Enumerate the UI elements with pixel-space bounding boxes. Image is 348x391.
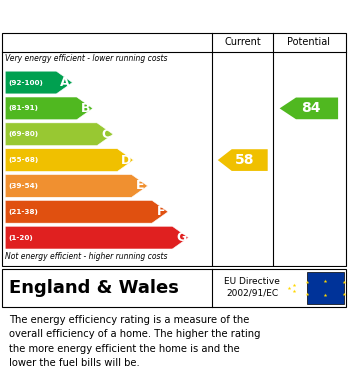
Text: Potential: Potential: [287, 37, 330, 47]
Text: Very energy efficient - lower running costs: Very energy efficient - lower running co…: [5, 54, 168, 63]
Text: (81-91): (81-91): [8, 106, 38, 111]
Text: (69-80): (69-80): [8, 131, 38, 137]
Polygon shape: [5, 201, 168, 223]
Text: G: G: [176, 231, 186, 244]
Polygon shape: [218, 149, 268, 171]
Text: (39-54): (39-54): [8, 183, 38, 189]
Polygon shape: [5, 174, 148, 197]
Polygon shape: [279, 97, 338, 119]
Bar: [307, 272, 343, 304]
Text: The energy efficiency rating is a measure of the
overall efficiency of a home. T: The energy efficiency rating is a measur…: [9, 315, 260, 368]
Text: EU Directive
2002/91/EC: EU Directive 2002/91/EC: [224, 277, 280, 298]
Text: England & Wales: England & Wales: [9, 279, 179, 297]
Polygon shape: [5, 226, 189, 249]
Text: Current: Current: [224, 37, 261, 47]
Polygon shape: [5, 149, 134, 171]
Text: B: B: [81, 102, 90, 115]
Text: Not energy efficient - higher running costs: Not energy efficient - higher running co…: [5, 252, 168, 261]
Text: Energy Efficiency Rating: Energy Efficiency Rating: [9, 9, 230, 23]
Text: A: A: [60, 76, 70, 89]
Text: F: F: [157, 205, 165, 218]
Polygon shape: [5, 97, 93, 120]
Text: (21-38): (21-38): [8, 209, 38, 215]
Text: E: E: [136, 179, 145, 192]
Text: (1-20): (1-20): [8, 235, 33, 240]
Polygon shape: [5, 123, 113, 145]
Text: D: D: [121, 154, 131, 167]
Text: 58: 58: [235, 153, 254, 167]
Polygon shape: [5, 71, 72, 94]
Text: C: C: [101, 128, 110, 141]
Text: (92-100): (92-100): [8, 79, 43, 86]
Text: (55-68): (55-68): [8, 157, 38, 163]
Text: 84: 84: [301, 101, 320, 115]
